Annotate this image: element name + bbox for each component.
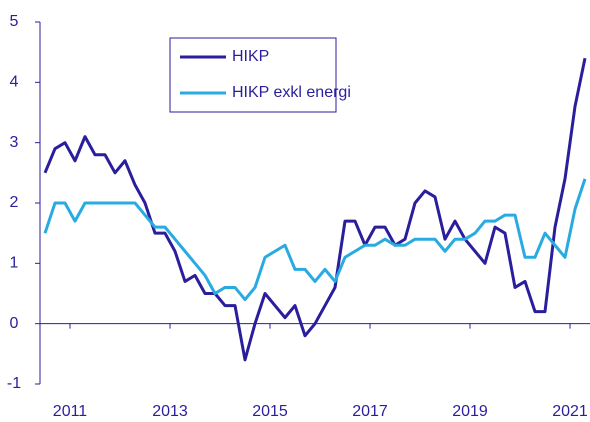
y-tick-label: 1 bbox=[10, 255, 19, 272]
y-tick-label: 2 bbox=[10, 194, 19, 211]
y-tick-label: -1 bbox=[7, 375, 21, 392]
y-tick-label: 5 bbox=[10, 13, 19, 30]
legend-label: HIKP bbox=[232, 48, 269, 65]
x-tick-label: 2015 bbox=[252, 403, 288, 420]
x-tick-label: 2013 bbox=[152, 403, 188, 420]
series-line bbox=[43, 178, 587, 302]
legend-box bbox=[169, 37, 337, 113]
y-tick-label: 3 bbox=[10, 134, 19, 151]
x-tick-label: 2011 bbox=[53, 403, 88, 420]
y-tick-label: 0 bbox=[10, 315, 19, 332]
legend-label: HIKP exkl energi bbox=[232, 84, 351, 101]
x-tick-label: 2019 bbox=[452, 403, 488, 420]
series-line bbox=[43, 57, 587, 362]
x-tick-label: 2021 bbox=[552, 403, 588, 420]
y-tick-label: 4 bbox=[10, 74, 19, 91]
x-tick-label: 2017 bbox=[352, 403, 388, 420]
